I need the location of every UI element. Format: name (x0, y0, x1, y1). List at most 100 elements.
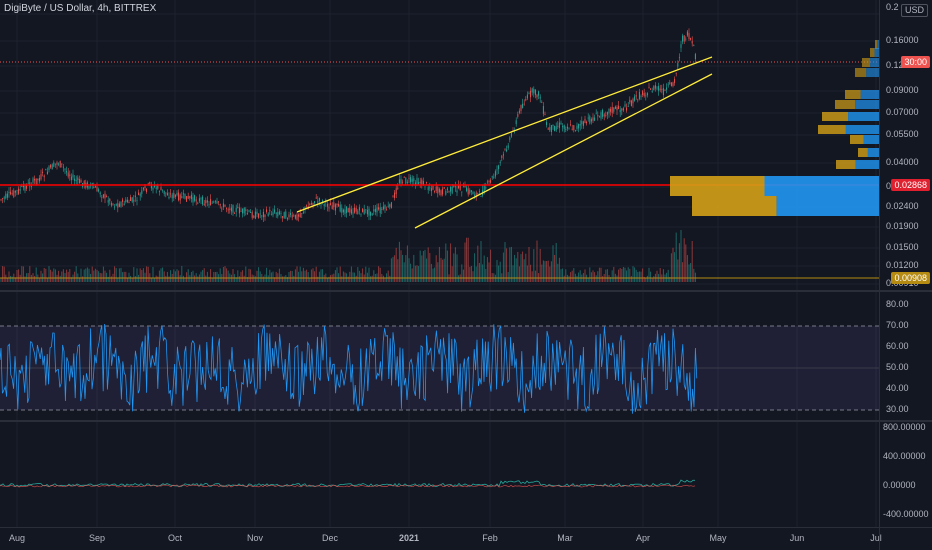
candle-body (208, 204, 210, 206)
candle-body (317, 200, 319, 203)
candle-body (224, 204, 226, 207)
currency-badge[interactable]: USD (900, 4, 928, 17)
candle-body (13, 190, 15, 197)
chart-area[interactable]: DigiByte / US Dollar, 4h, BITTREX (0, 0, 880, 528)
candle-body (131, 197, 133, 202)
countdown-tag[interactable]: 30:00 (901, 56, 930, 68)
rsi-tick-label: 70.00 (886, 320, 909, 330)
volume-bar (349, 271, 351, 282)
volume-bar (645, 277, 647, 282)
time-axis[interactable]: Aug Sep Oct Nov Dec 2021 Feb Mar Apr May Jun Jul (0, 527, 882, 550)
volume-bar (10, 275, 12, 282)
volume-bar (291, 270, 293, 282)
candle-body (438, 188, 440, 193)
candle-body (123, 203, 125, 206)
volume-bar (242, 270, 244, 282)
volume-bar (395, 247, 397, 282)
volume-bar (437, 262, 439, 282)
candle-body (640, 96, 642, 98)
candle-body (437, 187, 439, 194)
candle-body (291, 215, 293, 218)
candle-body (384, 205, 386, 209)
horizontal-level-tag[interactable]: 0.02868 (891, 179, 930, 191)
candle-body (674, 79, 676, 83)
volume-bar (370, 276, 372, 282)
volume-bar (406, 245, 408, 282)
candle-body (667, 84, 669, 86)
candle-body (566, 126, 568, 129)
volume-bar (336, 267, 338, 282)
volume-bar (200, 271, 202, 282)
price-axis[interactable]: USD 0.160000.120000.090000.070000.055000… (879, 0, 932, 528)
volume-bar (378, 266, 380, 282)
candle-body (462, 186, 464, 188)
candle-body (146, 188, 148, 192)
candle-body (264, 214, 266, 217)
volume-bar (358, 270, 360, 282)
volume-bar (638, 271, 640, 282)
pane-separator-rsi[interactable] (0, 290, 932, 292)
candle-body (408, 177, 410, 179)
candle-body (589, 116, 591, 124)
symbol-legend[interactable]: DigiByte / US Dollar, 4h, BITTREX (4, 3, 157, 14)
candle-body (520, 105, 522, 111)
volume-bar (547, 260, 549, 282)
volume-bar (288, 272, 290, 282)
price-tick-label: 0.01200 (886, 260, 919, 270)
candle-body (66, 171, 68, 173)
candle-body (594, 117, 596, 121)
volume-bar (619, 268, 621, 282)
candle-body (253, 215, 255, 218)
volume-bar (133, 267, 135, 282)
volume-bar (482, 264, 484, 282)
candle-body (56, 162, 58, 165)
volume-bar (507, 271, 509, 282)
volume-bar (662, 269, 664, 282)
candle-body (402, 181, 404, 183)
candle-body (125, 199, 127, 203)
volume-bar (562, 268, 564, 282)
rsi-line (0, 323, 698, 414)
volume-bar (128, 272, 130, 282)
candle-body (70, 176, 72, 181)
candle-body (616, 107, 618, 111)
volume-bar (179, 275, 181, 282)
volume-bar (477, 245, 479, 282)
pane-separator-oscillator[interactable] (0, 420, 932, 422)
volume-bar (680, 229, 682, 282)
candle-body (213, 201, 215, 203)
volume-bar (589, 267, 591, 282)
bottom-value-tag[interactable]: 0.00908 (891, 272, 930, 284)
candle-body (51, 164, 53, 170)
volume-bar (131, 277, 133, 282)
volume-bar (531, 271, 533, 282)
volume-bar (14, 277, 16, 282)
volume-bar (102, 266, 104, 282)
volume-bar (414, 265, 416, 282)
time-tick-label: Sep (88, 533, 106, 543)
volume-bar (186, 272, 188, 282)
candle-body (576, 125, 578, 129)
volume-bar (533, 249, 535, 282)
volume-bar (80, 268, 82, 282)
candle-body (3, 197, 5, 199)
candle-body (243, 207, 245, 214)
volume-bar (598, 267, 600, 282)
volume-bar (522, 251, 524, 282)
volume-bar (446, 250, 448, 282)
candle-body (470, 190, 472, 192)
candle-body (694, 54, 696, 60)
candle-body (187, 195, 189, 199)
chart-canvas[interactable] (0, 0, 880, 528)
candle-body (32, 178, 34, 183)
volume-bar (629, 268, 631, 282)
time-tick-label: Oct (167, 533, 183, 543)
candle-body (642, 91, 644, 96)
volume-bar (450, 243, 452, 282)
volume-bar (320, 269, 322, 282)
candle-body (64, 168, 66, 170)
volume-bar (120, 267, 122, 282)
candle-body (426, 182, 428, 184)
candle-body (586, 121, 588, 124)
candle-body (600, 112, 602, 119)
